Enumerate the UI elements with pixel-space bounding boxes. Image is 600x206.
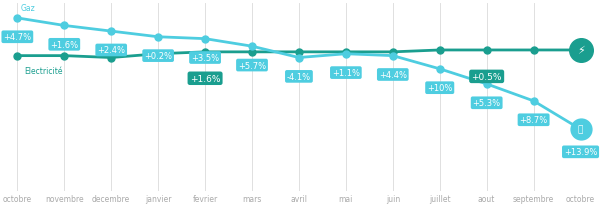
Text: +1.6%: +1.6% — [50, 41, 79, 50]
Text: +8.7%: +8.7% — [520, 116, 548, 125]
Text: +13.9%: +13.9% — [564, 148, 597, 157]
Text: ⚡: ⚡ — [577, 46, 584, 56]
Text: Electricité: Electricité — [24, 67, 62, 76]
Text: +1.6%: +1.6% — [190, 74, 220, 83]
Text: -4.1%: -4.1% — [287, 73, 311, 82]
Text: +4.4%: +4.4% — [379, 71, 407, 80]
Text: +1.1%: +1.1% — [332, 69, 360, 78]
Text: +5.3%: +5.3% — [473, 99, 501, 108]
Text: +0.2%: +0.2% — [144, 52, 172, 61]
Text: +10%: +10% — [427, 84, 452, 93]
Text: +5.7%: +5.7% — [238, 61, 266, 70]
Text: +2.4%: +2.4% — [97, 46, 125, 55]
Text: +3.5%: +3.5% — [191, 54, 219, 63]
Text: 🔥: 🔥 — [578, 125, 583, 134]
Text: +4.7%: +4.7% — [3, 33, 31, 42]
Text: Gaz: Gaz — [20, 4, 35, 13]
Text: +0.5%: +0.5% — [472, 73, 502, 82]
